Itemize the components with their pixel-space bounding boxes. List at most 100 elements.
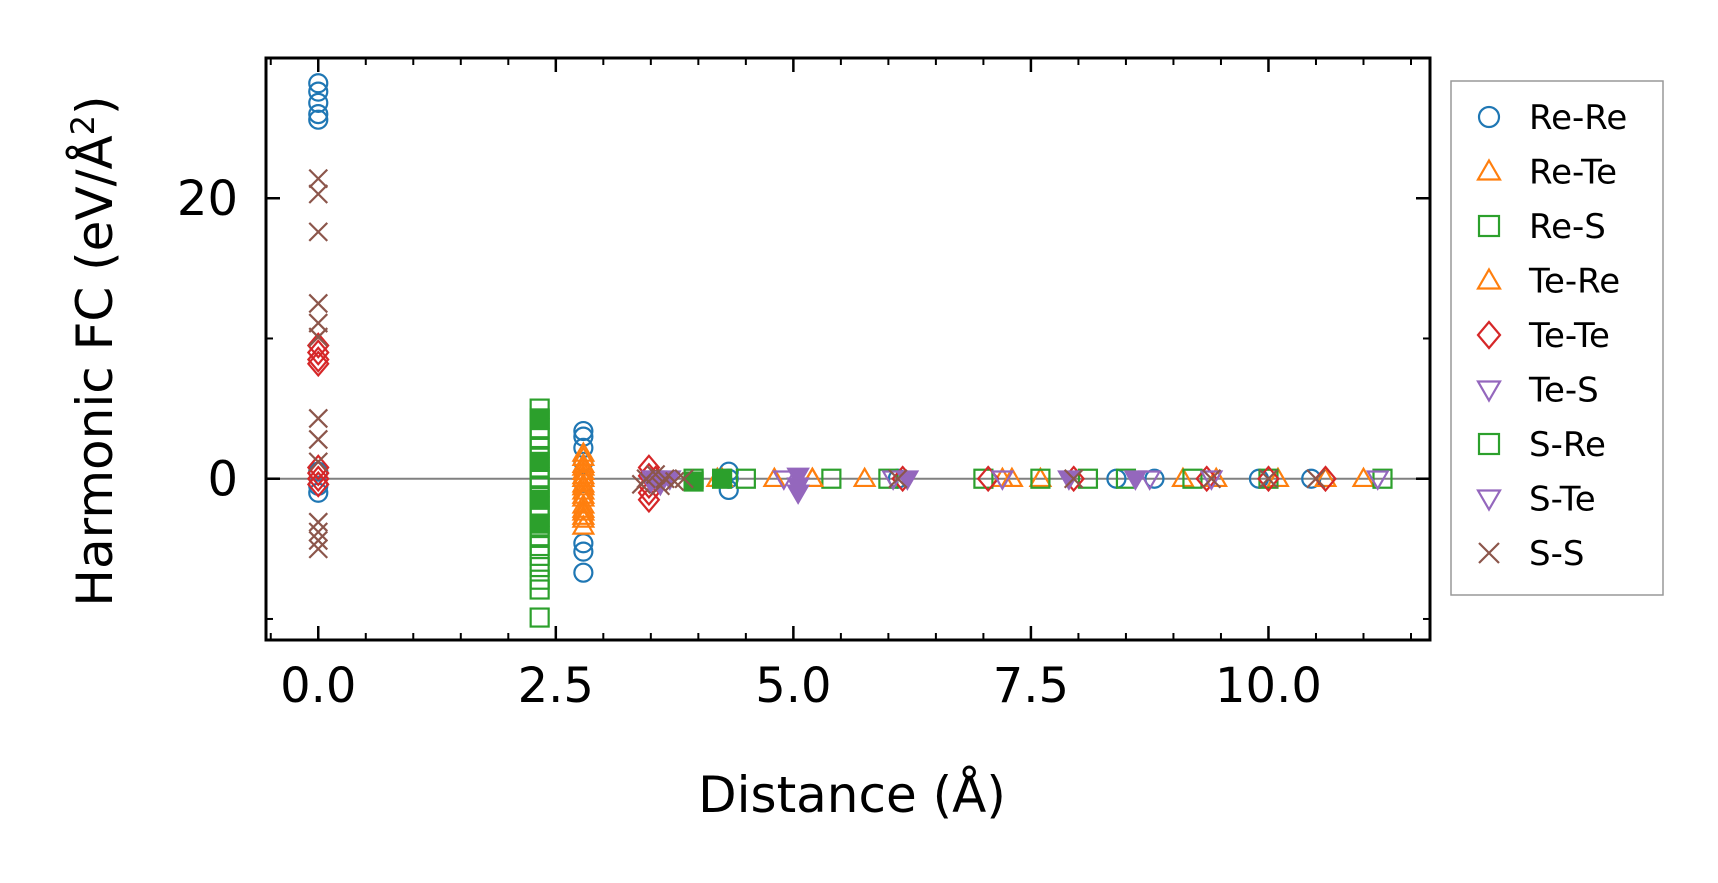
- point-s-s: [308, 184, 329, 204]
- point-te-re: [1000, 466, 1024, 488]
- x-axis-label: Distance (Å): [698, 766, 1006, 824]
- point-re-te: [1351, 466, 1376, 488]
- legend-marker-s-s: [1478, 542, 1500, 564]
- point-te-re: [571, 475, 596, 496]
- point-re-s: [1030, 468, 1051, 489]
- point-s-s: [308, 539, 329, 559]
- point-re-s: [735, 468, 756, 489]
- point-s-s: [645, 464, 666, 485]
- legend-marker-re-te: [1476, 158, 1502, 181]
- x-tick-label: 2.5: [518, 658, 594, 714]
- legend: Re-Re Re-Te Re-S Te-Re Te-Te Te-S S-Re S-Te S-S: [1450, 80, 1664, 596]
- point-te-re: [800, 466, 825, 488]
- legend-label-s-s: S-S: [1529, 534, 1584, 574]
- legend-marker-te-re: [1476, 267, 1502, 290]
- legend-label-re-te: Re-Te: [1529, 153, 1617, 193]
- legend-label-re-s: Re-S: [1529, 207, 1606, 247]
- point-re-s: [1077, 468, 1099, 489]
- point-re-re: [573, 562, 594, 583]
- legend-marker-s-te: [1476, 489, 1502, 512]
- point-te-te: [637, 486, 661, 514]
- point-te-te: [306, 339, 330, 366]
- point-s-re: [529, 513, 550, 534]
- point-re-re: [308, 92, 329, 113]
- legend-marker-re-s: [1477, 214, 1501, 238]
- point-s-s: [1306, 468, 1326, 489]
- y-axis-label-sup: 2: [64, 115, 102, 135]
- point-te-te: [306, 470, 330, 498]
- y-axis-label: Harmonic FC (eV/Å2): [64, 95, 124, 606]
- point-te-te: [306, 346, 330, 373]
- point-s-s: [308, 313, 329, 333]
- point-s-s: [308, 408, 329, 429]
- legend-label-te-te: Te-Te: [1528, 316, 1610, 356]
- point-te-re: [571, 463, 596, 485]
- point-s-s: [308, 327, 329, 347]
- point-te-re: [571, 504, 596, 525]
- point-re-re: [308, 81, 329, 102]
- plot-frame: [264, 56, 1432, 642]
- point-re-re: [308, 109, 329, 130]
- point-re-re: [573, 420, 594, 442]
- legend-label-te-s: Te-S: [1528, 371, 1599, 411]
- point-s-te: [1199, 470, 1224, 491]
- point-te-te: [306, 332, 330, 359]
- point-te-te: [306, 454, 330, 481]
- point-s-s: [308, 168, 329, 189]
- point-re-te: [571, 507, 596, 528]
- point-re-te: [1028, 466, 1053, 488]
- point-s-re: [711, 468, 733, 489]
- point-s-s: [308, 452, 329, 472]
- point-s-s: [308, 512, 329, 532]
- point-s-s: [888, 468, 908, 489]
- point-s-s: [1258, 468, 1279, 489]
- point-re-te: [571, 493, 596, 514]
- point-re-re: [308, 103, 329, 125]
- point-te-s: [1123, 470, 1148, 491]
- point-s-s: [308, 530, 329, 551]
- point-te-re: [571, 497, 596, 518]
- point-te-re: [571, 483, 596, 504]
- legend-marker-s-re: [1477, 432, 1501, 456]
- point-s-s: [308, 429, 329, 450]
- y-axis-label-close: ): [66, 95, 124, 115]
- point-re-s: [529, 607, 550, 628]
- point-s-s: [1063, 468, 1084, 489]
- axis-ticks: 0.0 2.5 5.0 7.5 10.0 0 20: [177, 58, 1430, 714]
- legend-marker-te-te: [1476, 320, 1502, 350]
- x-tick-label: 5.0: [755, 658, 831, 714]
- y-axis-label-main: Harmonic FC (eV/Å: [66, 135, 124, 606]
- point-te-te: [1195, 465, 1219, 493]
- point-s-re: [529, 489, 550, 510]
- point-s-re: [529, 409, 550, 430]
- point-s-s: [308, 222, 329, 242]
- point-te-te: [306, 350, 330, 378]
- legend-label-s-re: S-Re: [1529, 425, 1606, 465]
- y-tick-label: 20: [177, 171, 238, 227]
- point-re-s: [821, 468, 842, 489]
- point-s-te: [990, 470, 1015, 491]
- legend-marker-te-s: [1476, 380, 1502, 403]
- legend-label-te-re: Te-Re: [1528, 262, 1620, 302]
- point-re-s: [973, 468, 994, 489]
- point-re-te: [571, 500, 596, 521]
- x-tick-label: 10.0: [1215, 658, 1322, 714]
- point-re-s: [529, 556, 550, 578]
- point-s-re: [529, 451, 550, 472]
- point-te-te: [1257, 465, 1280, 493]
- point-re-te: [1313, 466, 1338, 488]
- point-s-s: [1201, 468, 1222, 489]
- point-s-re: [683, 471, 704, 492]
- data-points: [306, 73, 1393, 628]
- point-te-s: [786, 484, 810, 505]
- point-te-re: [571, 455, 596, 476]
- point-re-s: [529, 545, 550, 566]
- legend-label-re-re: Re-Re: [1529, 98, 1627, 138]
- point-re-re: [573, 541, 594, 562]
- point-s-te: [772, 470, 796, 491]
- point-s-s: [636, 468, 656, 489]
- point-re-te: [571, 514, 596, 535]
- plot-area: [264, 56, 1432, 642]
- x-tick-label: 0.0: [280, 658, 356, 714]
